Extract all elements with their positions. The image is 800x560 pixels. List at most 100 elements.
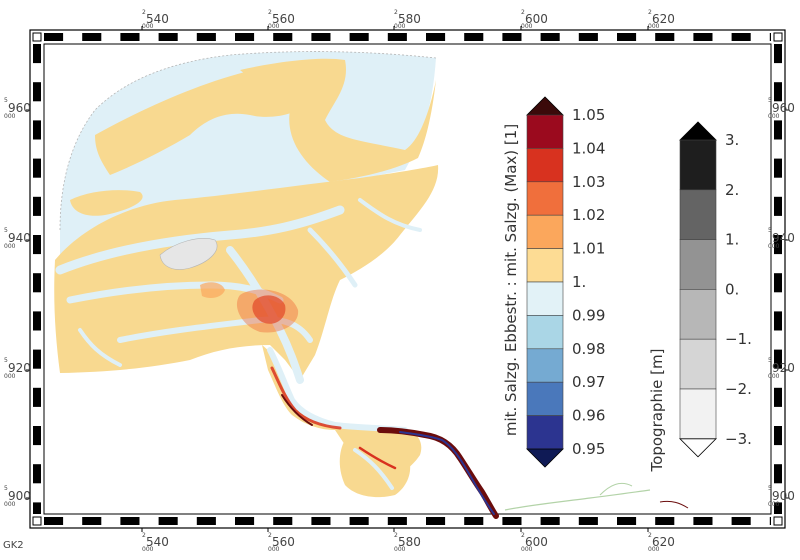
south-basin-hotspot bbox=[358, 446, 397, 470]
frame-check-bottom bbox=[464, 517, 484, 525]
y-tick-suffix: 000 bbox=[4, 501, 16, 508]
frame-check-bottom bbox=[769, 517, 771, 525]
frame-check-right bbox=[774, 426, 782, 446]
estuary-map bbox=[54, 51, 689, 519]
frame-corner bbox=[32, 516, 42, 526]
tidal-flat-north bbox=[95, 71, 313, 175]
frame-check-bottom bbox=[44, 517, 64, 525]
y-tick-prefix: 5 bbox=[768, 97, 772, 104]
frame-check-right bbox=[774, 464, 782, 484]
topography-colorbar-label: 1. bbox=[725, 231, 739, 249]
frame-check-top bbox=[693, 33, 713, 41]
river-branch-east bbox=[504, 489, 651, 511]
y-tick-suffix: 000 bbox=[768, 243, 780, 250]
channel-7 bbox=[78, 328, 122, 367]
x-tick-prefix: 2 bbox=[521, 9, 525, 16]
frame-check-right bbox=[774, 502, 782, 514]
frame-check-bottom bbox=[502, 517, 522, 525]
x-tick-prefix: 2 bbox=[394, 532, 398, 539]
crs-label: GK2 bbox=[3, 540, 24, 551]
topography-colorbar-title: Topographie [m] bbox=[648, 349, 666, 473]
x-tick-suffix: 000 bbox=[648, 23, 660, 30]
frame-check-right bbox=[774, 82, 782, 102]
y-tick-suffix: 000 bbox=[768, 501, 780, 508]
x-tick-prefix: 2 bbox=[521, 532, 525, 539]
y-tick-main: 920 bbox=[772, 361, 795, 375]
frame-check-right bbox=[774, 44, 782, 64]
frame-check-top bbox=[464, 33, 484, 41]
x-tick-suffix: 000 bbox=[521, 23, 533, 30]
salinity-colorbar-segment bbox=[526, 214, 564, 249]
x-tick-suffix: 000 bbox=[268, 546, 280, 553]
x-tick-suffix: 000 bbox=[521, 546, 533, 553]
frame-checker-pattern bbox=[32, 32, 783, 526]
frame-check-left bbox=[33, 502, 41, 514]
channel-4 bbox=[226, 246, 304, 384]
y-tick-prefix: 5 bbox=[4, 97, 8, 104]
frame-check-top bbox=[655, 33, 675, 41]
frame-check-bottom bbox=[426, 517, 446, 525]
frame-check-bottom bbox=[158, 517, 178, 525]
y-tick-prefix: 5 bbox=[4, 357, 8, 364]
x-tick-main: 540 bbox=[146, 535, 169, 549]
salinity-colorbar-underflow-triangle bbox=[526, 448, 564, 468]
frame-check-left bbox=[33, 464, 41, 484]
topography-colorbar-segment bbox=[679, 289, 717, 340]
frame-check-bottom bbox=[387, 517, 407, 525]
x-tick-prefix: 2 bbox=[142, 532, 146, 539]
south-basin-channel bbox=[353, 448, 394, 490]
x-tick-prefix: 2 bbox=[394, 9, 398, 16]
y-tick-main: 920 bbox=[8, 361, 31, 375]
salinity-colorbar-segment bbox=[526, 315, 564, 350]
topography-colorbar-overflow-triangle bbox=[679, 121, 717, 141]
salinity-colorbar-label: 1.04 bbox=[572, 139, 605, 157]
x-tick-main: 600 bbox=[525, 535, 548, 549]
frame-check-top bbox=[273, 33, 293, 41]
frame-check-top bbox=[235, 33, 255, 41]
estuary-main-channel bbox=[267, 347, 408, 433]
salinity-colorbar-segment bbox=[526, 181, 564, 216]
y-tick-main: 960 bbox=[8, 101, 31, 115]
topography-colorbar-segment bbox=[679, 239, 717, 290]
salinity-colorbar-segment bbox=[526, 381, 564, 416]
x-tick-main: 620 bbox=[652, 12, 675, 26]
frame-tick-marks bbox=[26, 26, 789, 532]
frame-check-bottom bbox=[693, 517, 713, 525]
frame-check-bottom bbox=[235, 517, 255, 525]
frame-check-top bbox=[578, 33, 598, 41]
frame-check-left bbox=[33, 82, 41, 102]
x-tick-main: 580 bbox=[398, 12, 421, 26]
channel-3 bbox=[117, 316, 313, 343]
topography-colorbar-segment bbox=[679, 139, 717, 191]
frame-check-top bbox=[349, 33, 369, 41]
frame-check-top bbox=[540, 33, 560, 41]
salinity-colorbar-label: 0.99 bbox=[572, 306, 605, 324]
topography-colorbar: 3. 2. 1. 0. −1. −2. −3. bbox=[679, 121, 752, 458]
frame-check-right bbox=[774, 273, 782, 293]
y-tick-suffix: 000 bbox=[4, 373, 16, 380]
x-tick-main: 560 bbox=[272, 12, 295, 26]
y-tick-main: 900 bbox=[772, 489, 795, 503]
frame-check-top bbox=[158, 33, 178, 41]
frame-check-bottom bbox=[617, 517, 637, 525]
salinity-colorbar-label: 1.01 bbox=[572, 240, 605, 258]
y-tick-prefix: 5 bbox=[4, 227, 8, 234]
channel-6 bbox=[358, 198, 422, 232]
frame-check-left bbox=[33, 196, 41, 216]
frame-check-top bbox=[82, 33, 102, 41]
frame-check-right bbox=[774, 387, 782, 407]
outer-frame bbox=[29, 29, 786, 529]
y-tick-suffix: 000 bbox=[768, 113, 780, 120]
topography-colorbar-segment bbox=[679, 388, 717, 440]
x-tick-prefix: 2 bbox=[648, 532, 652, 539]
topography-colorbar-segment bbox=[679, 338, 717, 390]
y-tick-main: 900 bbox=[8, 489, 31, 503]
